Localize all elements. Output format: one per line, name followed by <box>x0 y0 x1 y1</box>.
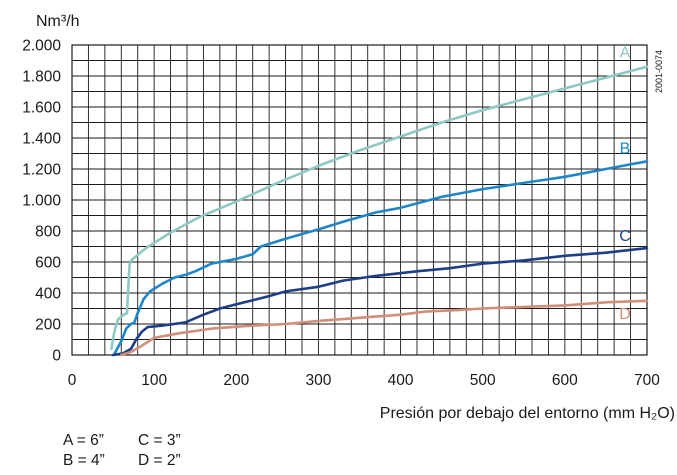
legend-note-d: D = 2” <box>138 452 181 469</box>
legend-note-a: A = 6” <box>63 432 104 449</box>
series-lines <box>110 65 649 357</box>
series-label-a: A <box>620 45 631 62</box>
series-label-c: C <box>619 228 631 245</box>
legend-note-b: B = 4” <box>63 452 105 469</box>
axes: 0 200 400 600 800 1.000 1.200 1.400 1.600 1.800 2.… <box>22 38 660 390</box>
x-tick-label: 100 <box>141 372 167 389</box>
x-tick-label: 600 <box>552 372 578 389</box>
series-label-b: B <box>620 140 631 157</box>
y-tick-label: 1.800 <box>22 69 61 86</box>
x-tick-label: 700 <box>634 372 660 389</box>
y-tick-label: 600 <box>35 255 61 272</box>
series-line-b <box>113 160 649 355</box>
y-tick-label: 1.400 <box>22 131 61 148</box>
grid <box>71 44 648 356</box>
series-line-a <box>110 65 649 351</box>
y-tick-label: 800 <box>35 224 61 241</box>
series-line-c <box>111 246 649 357</box>
legend-note-c: C = 3” <box>138 432 181 449</box>
y-tick-label: 400 <box>35 286 61 303</box>
y-tick-label: 1.200 <box>22 162 61 179</box>
y-tick-label: 200 <box>35 317 61 334</box>
x-tick-label: 400 <box>388 372 414 389</box>
y-axis-title: Nm³/h <box>36 13 80 30</box>
series-line-d <box>120 299 649 357</box>
series-labels: A B C D <box>619 45 631 323</box>
x-tick-label: 300 <box>305 372 331 389</box>
y-tick-label: 0 <box>52 348 61 365</box>
y-tick-label: 2.000 <box>22 38 61 55</box>
reference-code: 2001-0074 <box>654 50 664 93</box>
y-tick-label: 1.000 <box>22 193 61 210</box>
plot-frame <box>71 44 648 356</box>
y-tick-label: 1.600 <box>22 100 61 117</box>
x-axis-title: Presión por debajo del entorno (mm H₂O) <box>380 405 675 422</box>
x-tick-label: 200 <box>223 372 249 389</box>
x-tick-label: 0 <box>68 372 77 389</box>
x-tick-label: 500 <box>470 372 496 389</box>
series-label-d: D <box>619 306 631 323</box>
